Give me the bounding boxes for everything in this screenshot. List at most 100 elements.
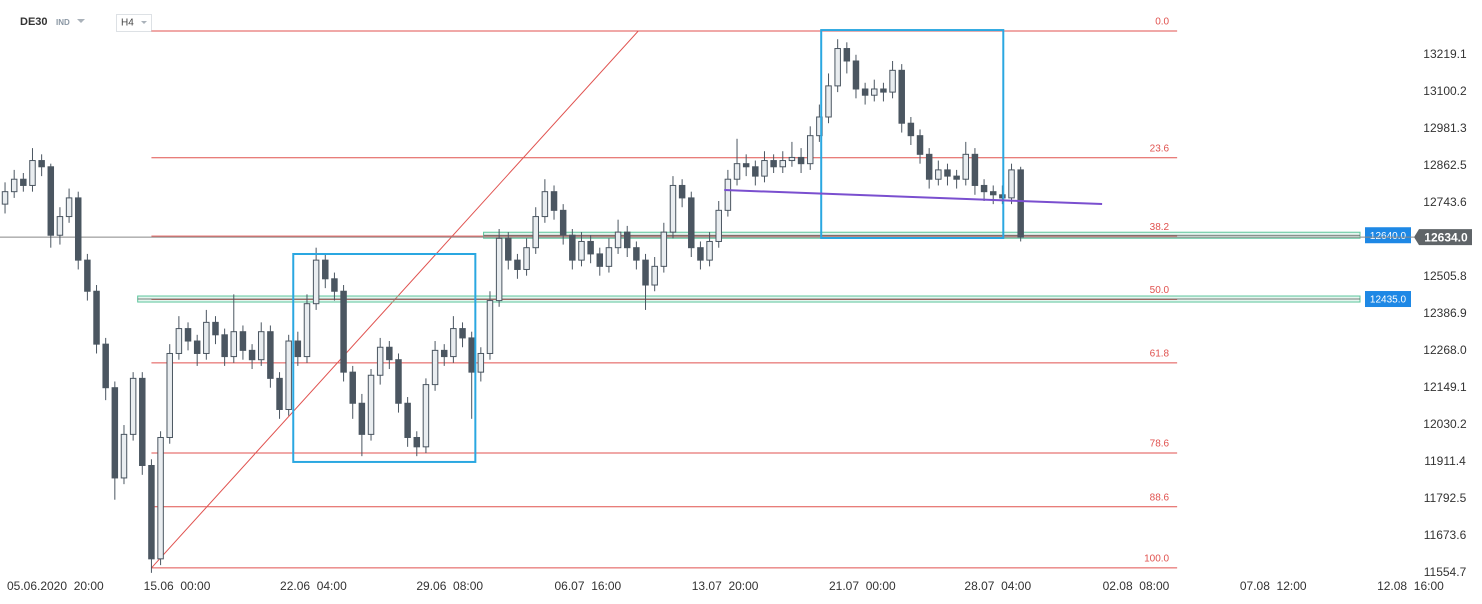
candle-body <box>239 331 247 351</box>
symbol: DE30 <box>20 16 48 28</box>
candle-body <box>541 191 549 218</box>
candle-body <box>477 352 485 373</box>
candle-body <box>312 259 320 305</box>
y-tick-label: 11673.6 <box>1424 528 1467 542</box>
candle-body <box>230 331 238 358</box>
candle-body <box>129 377 137 435</box>
fib-level-label: 38.2 <box>1150 222 1170 233</box>
fib-level-label: 23.6 <box>1150 143 1170 154</box>
candle-body <box>276 377 283 410</box>
dropdown-arrow[interactable] <box>77 19 85 23</box>
candle-body <box>148 464 155 560</box>
y-tick-label: 12149.1 <box>1423 380 1467 394</box>
candle-body <box>550 191 558 211</box>
fib-level-label: 0.0 <box>1155 17 1169 28</box>
y-tick-label: 13219.1 <box>1423 47 1467 61</box>
candle-body <box>669 184 677 233</box>
candle-body <box>102 343 109 389</box>
interval: H4 <box>121 18 134 29</box>
x-tick-label: 21.07 00:00 <box>829 579 896 593</box>
symbol-type: IND <box>56 18 70 27</box>
candle-body <box>340 290 347 373</box>
price-badge-label: 12640.0 <box>1370 231 1407 242</box>
y-tick-label: 13100.2 <box>1423 84 1467 98</box>
candle-body <box>761 160 768 177</box>
candle-body <box>175 328 183 354</box>
candle-body <box>184 328 192 342</box>
candle-body <box>1008 169 1015 199</box>
fib-level-label: 61.8 <box>1150 348 1170 359</box>
candle-body <box>788 156 796 162</box>
candle-body <box>358 402 366 435</box>
candle-body <box>468 337 475 373</box>
candle-body <box>806 135 814 165</box>
dropdown-arrow <box>141 21 147 24</box>
candle-body <box>559 209 567 236</box>
y-tick-label: 12505.8 <box>1423 269 1467 283</box>
candle-body <box>422 384 430 448</box>
candle-body <box>834 48 841 87</box>
highlight-box <box>292 252 477 463</box>
candle-body <box>944 169 951 177</box>
candle-body <box>431 349 439 386</box>
candle-body <box>367 374 375 435</box>
candle-body <box>212 321 219 336</box>
candle-body <box>93 290 100 345</box>
candle-body <box>953 175 960 180</box>
candle-body <box>742 163 750 168</box>
candle-body <box>697 247 704 261</box>
fib-trend <box>151 30 639 569</box>
candle-body <box>395 359 402 404</box>
y-tick-label: 12030.2 <box>1423 417 1467 431</box>
candle-body <box>203 321 210 354</box>
candle-body <box>120 433 128 479</box>
candle-body <box>166 352 173 438</box>
interval-selector[interactable] <box>116 14 152 32</box>
candle-body <box>889 69 896 93</box>
candle-body <box>596 253 604 267</box>
x-tick-label: 06.07 16:00 <box>555 579 622 593</box>
trend-line <box>724 189 1103 206</box>
candle-body <box>678 184 686 199</box>
candle-body <box>47 166 55 236</box>
candle-body <box>139 377 146 466</box>
price-badge-label: 12435.0 <box>1370 295 1407 306</box>
candle-body <box>971 153 979 186</box>
y-tick-label: 11554.7 <box>1424 565 1467 579</box>
candle-body <box>495 237 503 302</box>
last-price-badge <box>1414 229 1472 246</box>
candle-body <box>450 328 457 358</box>
candle-body <box>193 340 201 354</box>
fib-level-label: 88.6 <box>1150 492 1170 503</box>
candle-body <box>376 346 384 376</box>
candle-body <box>715 209 722 242</box>
candle-body <box>989 191 997 196</box>
x-tick-label: 22.06 04:00 <box>280 579 347 593</box>
x-tick-label: 28.07 04:00 <box>964 579 1031 593</box>
candle-body <box>56 216 64 236</box>
candle-body <box>1017 169 1024 238</box>
y-tick-label: 11792.5 <box>1424 491 1467 505</box>
candle-body <box>962 153 970 180</box>
candle-body <box>724 178 732 211</box>
candle-body <box>871 88 878 96</box>
candle-body <box>111 387 119 479</box>
candle-body <box>633 247 640 261</box>
y-tick-label: 12386.9 <box>1423 306 1467 320</box>
candle-body <box>440 349 448 358</box>
highlight-box <box>820 29 1005 240</box>
x-tick-label: 12.08 16:00 <box>1377 579 1444 593</box>
candle-body <box>623 231 631 249</box>
candle-body <box>523 247 530 270</box>
candle-body <box>285 340 292 410</box>
candle-body <box>303 303 311 358</box>
candle-body <box>935 169 942 180</box>
candle-body <box>386 346 393 361</box>
candle-body <box>74 197 82 261</box>
candle-body <box>532 216 539 249</box>
candle-body <box>980 184 988 193</box>
candle-body <box>770 160 777 168</box>
candle-body <box>267 331 274 379</box>
candle-body <box>907 122 915 137</box>
candle-body <box>614 231 622 249</box>
